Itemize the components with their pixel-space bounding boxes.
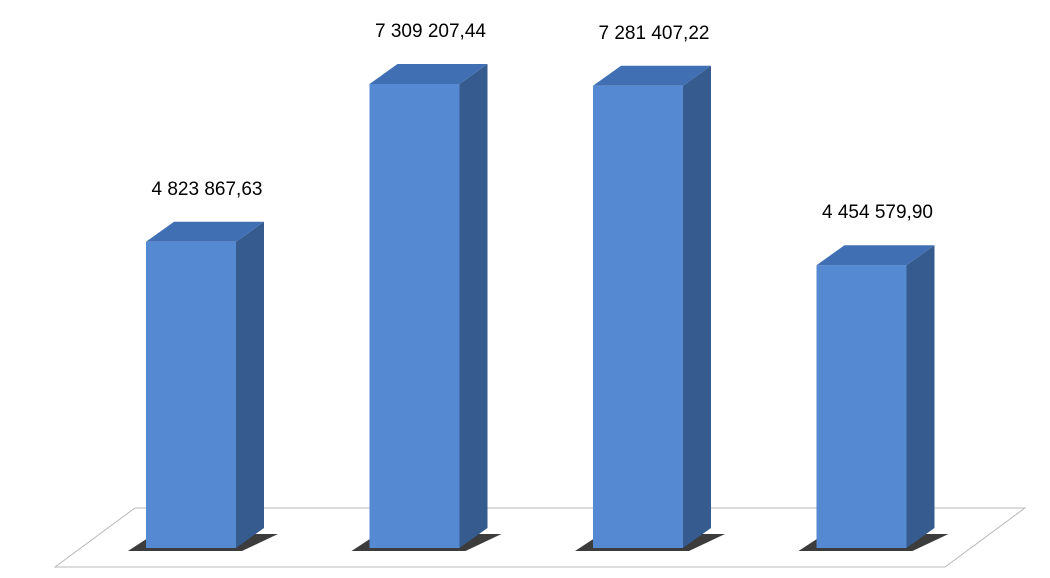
bar [369,84,460,548]
data-label: 4 823 867,63 [152,179,263,200]
bar-side [459,64,488,548]
bar-side [906,245,935,548]
data-label: 4 454 579,90 [822,202,933,223]
chart-floor [53,507,1027,568]
bar [593,85,683,548]
bar [146,241,236,548]
bar-top [816,245,935,266]
bar-top [146,221,264,242]
data-label: 7 281 407,22 [599,23,710,44]
bar-top [593,65,711,86]
data-label: 7 309 207,44 [375,21,486,42]
bar-top [369,64,488,84]
bar [816,265,907,548]
bar-side [683,65,711,548]
bar-side [236,221,264,548]
